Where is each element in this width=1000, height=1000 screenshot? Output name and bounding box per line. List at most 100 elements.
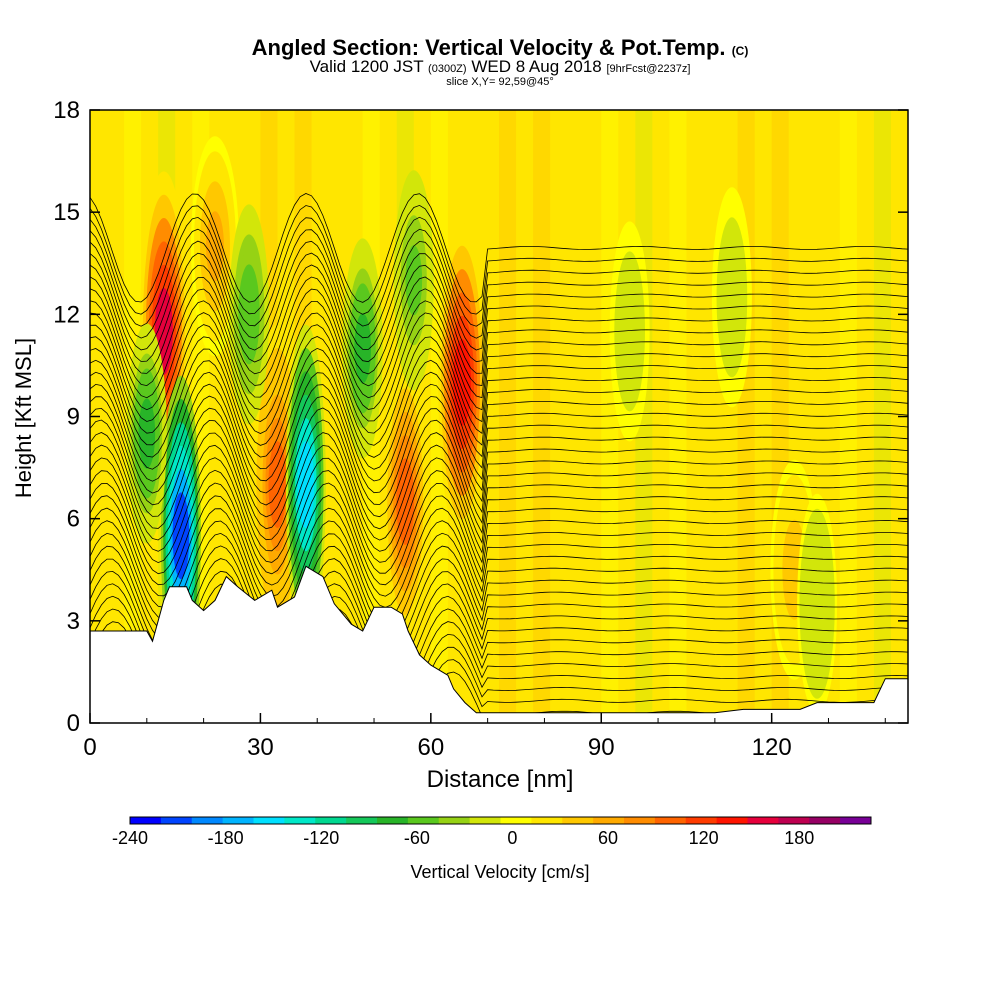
theta-contour (90, 228, 908, 339)
theta-contour (90, 507, 908, 608)
theta-contour (90, 216, 908, 327)
theta-contour (90, 444, 908, 552)
y-tick-label: 18 (53, 97, 80, 124)
theta-contour (90, 432, 908, 541)
field-stripe (873, 110, 891, 723)
theta-contour (90, 469, 908, 575)
y-tick-label: 12 (53, 301, 80, 328)
colorbar-swatch (469, 817, 501, 824)
x-axis-label: Distance [nm] (426, 766, 574, 793)
slice-info: slice X,Y= 92,59@45° (446, 76, 554, 88)
colorbar-swatch (654, 817, 687, 824)
colorbar-swatch (315, 817, 347, 824)
theta-contour (90, 419, 908, 530)
x-tick-label: 60 (417, 734, 444, 761)
theta-contour (90, 520, 908, 620)
theta-contour (90, 359, 908, 470)
x-tick-label: 30 (247, 734, 274, 761)
y-tick-label: 9 (67, 404, 80, 431)
y-tick-label: 3 (67, 608, 80, 635)
colorbar-tick-label: -240 (111, 828, 149, 848)
colorbar-swatch (346, 817, 378, 824)
colorbar-tick-label: 120 (688, 828, 719, 848)
axes: 0 30 60 90 120 0 3 6 9 12 15 18 (53, 97, 908, 761)
colorbar-tick-label: 0 (507, 828, 518, 848)
colorbar-swatch (284, 817, 316, 824)
theta-contour (90, 240, 908, 351)
colorbar-swatch (562, 817, 594, 824)
colorbar-swatch (407, 817, 440, 824)
theta-contour (90, 312, 908, 423)
valid-time: Valid 1200 JST (309, 57, 424, 76)
terrain-surface (90, 565, 908, 723)
theta-contour (90, 383, 908, 494)
y-tick-label: 6 (67, 506, 80, 533)
colorbar-tick-label: -120 (303, 828, 340, 848)
colorbar-swatch (840, 817, 872, 824)
valid-date: WED 8 Aug 2018 (471, 57, 602, 76)
theta-contour (90, 347, 908, 458)
x-tick-label: 120 (752, 734, 792, 761)
colorbar-swatch (191, 817, 224, 824)
valid-zulu: (0300Z) (428, 63, 467, 75)
theta-contour (90, 288, 908, 399)
colorbar-tick-label: -180 (207, 828, 244, 848)
theta-contour (90, 457, 908, 564)
colorbar-swatch (716, 817, 748, 824)
field-stripe (567, 110, 585, 723)
theta-contour (90, 532, 908, 631)
colorbar-swatch (809, 817, 841, 824)
colorbar-title: Vertical Velocity [cm/s] (410, 862, 590, 882)
downdraft-cell (297, 441, 315, 528)
colorbar-tick-label: 60 (598, 828, 619, 848)
colorbar-swatch (531, 817, 563, 824)
colorbar-swatch (593, 817, 625, 824)
theta-contour (90, 495, 908, 597)
chart-title-unit: (C) (731, 44, 749, 58)
colorbar-swatch (130, 817, 162, 824)
downdraft-cell (240, 279, 258, 350)
theta-contour (90, 558, 908, 653)
theta-contour (90, 193, 908, 303)
colorbar-tick-label: 180 (784, 828, 815, 848)
theta-contour (90, 300, 908, 411)
theta-contour (90, 264, 908, 375)
theta-contour (90, 482, 908, 586)
terrain (90, 565, 908, 723)
x-tick-label: 90 (588, 734, 615, 761)
colorbar-swatch (438, 817, 471, 824)
colorbar-swatch (500, 817, 532, 824)
field-stripe (839, 110, 857, 723)
forecast-info: [9hrFcst@2237z] (606, 63, 691, 75)
colorbar-swatch (222, 817, 254, 824)
y-axis-label: Height [Kft MSL] (11, 337, 36, 499)
x-tick-label: 0 (83, 734, 96, 761)
field-stripe (669, 110, 687, 723)
y-tick-label: 15 (53, 199, 80, 226)
colorbar-swatch (624, 817, 656, 824)
chart-title-text: Angled Section: Vertical Velocity & Pot.… (251, 35, 726, 60)
colorbar (129, 816, 872, 825)
theta-contour (90, 545, 908, 642)
colorbar-swatch (377, 817, 409, 824)
theta-contour (90, 336, 908, 446)
theta-contour (90, 570, 908, 665)
downdraft-cell (723, 262, 741, 333)
colorbar-swatch (747, 817, 779, 824)
colorbar-frame (129, 816, 872, 825)
downdraft-cell (405, 245, 423, 316)
colorbar-tick-label: -60 (403, 828, 430, 848)
y-tick-label: 0 (67, 710, 80, 737)
colorbar-swatch (160, 817, 193, 824)
colorbar-swatch (253, 817, 285, 824)
theta-contour (90, 324, 908, 435)
chart-title: Angled Section: Vertical Velocity & Pot.… (0, 36, 1000, 63)
theta-contour (90, 371, 908, 482)
updraft-cell (268, 441, 287, 528)
theta-contour (90, 204, 908, 315)
colorbar-swatch (778, 817, 810, 824)
theta-contour (90, 276, 908, 387)
chart-subtitle: Valid 1200 JST (0300Z) WED 8 Aug 2018 [9… (0, 58, 1000, 78)
downdraft-cell (354, 313, 371, 384)
